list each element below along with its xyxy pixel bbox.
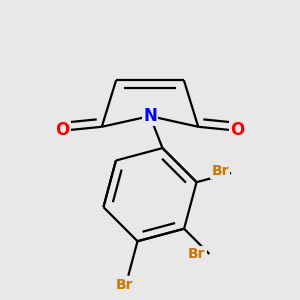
- Text: Br: Br: [212, 164, 229, 178]
- Text: O: O: [230, 122, 244, 140]
- Text: Br: Br: [116, 278, 134, 292]
- Text: O: O: [56, 122, 70, 140]
- Text: N: N: [143, 107, 157, 125]
- Text: Br: Br: [188, 247, 206, 261]
